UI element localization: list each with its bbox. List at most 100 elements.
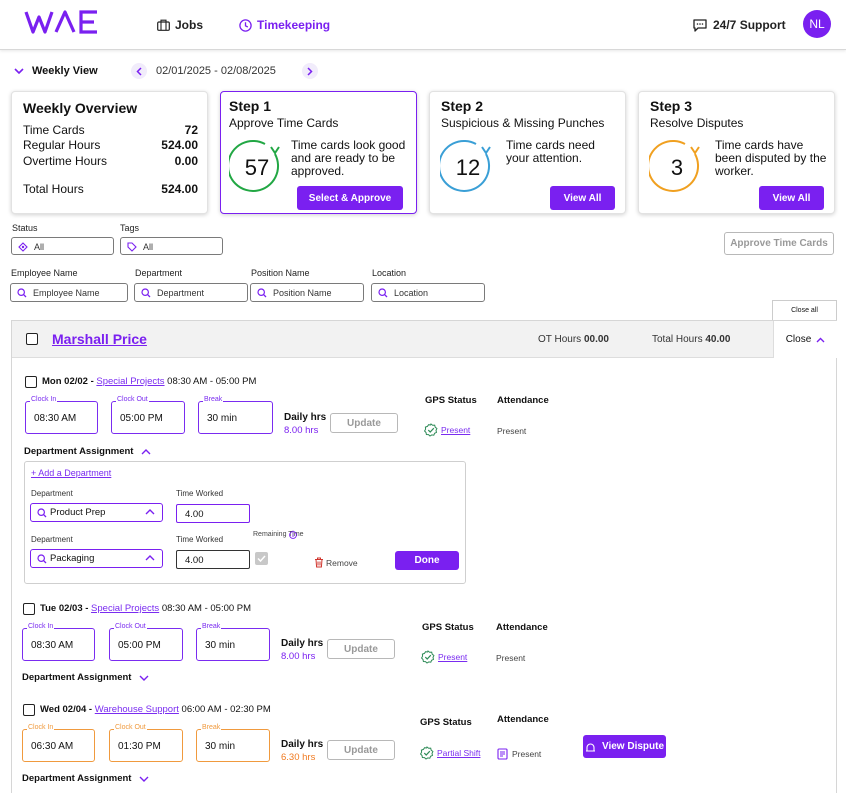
remove-department-button[interactable]: Remove	[314, 557, 358, 568]
day-header-tue: Tue 02/03 - Special Projects 08:30 AM - …	[40, 603, 252, 614]
status-select[interactable]: All	[11, 237, 114, 255]
chevron-down-icon	[139, 776, 149, 782]
close-all-button[interactable]: Close all	[772, 300, 837, 320]
clock-out-field[interactable]: Clock Out 05:00 PM	[109, 623, 183, 661]
chevron-up-icon	[141, 448, 151, 455]
weekly-view-dropdown[interactable]: Weekly View	[14, 65, 98, 77]
step3-subtitle: Resolve Disputes	[650, 116, 744, 130]
employee-header	[12, 321, 836, 358]
dept-label-1: Department	[31, 489, 73, 498]
nav-jobs[interactable]: Jobs	[157, 17, 203, 33]
clock-in-field[interactable]: Clock In 06:30 AM	[22, 724, 95, 762]
day-checkbox-mon[interactable]	[25, 376, 37, 388]
clock-in-field[interactable]: Clock In 08:30 AM	[25, 396, 98, 434]
break-field[interactable]: Break 30 min	[196, 623, 270, 661]
step3-view-all-button[interactable]: View All	[759, 186, 824, 210]
update-button[interactable]: Update	[327, 740, 395, 760]
tags-select[interactable]: All	[120, 237, 223, 255]
day-checkbox-tue[interactable]	[23, 603, 35, 615]
select-approve-button[interactable]: Select & Approve	[297, 186, 403, 210]
employee-name-search[interactable]: Employee Name	[10, 283, 128, 302]
day-header-wed: Wed 02/04 - Warehouse Support 06:00 AM -…	[40, 704, 271, 715]
department-select[interactable]: Product Prep	[30, 503, 163, 522]
support-label: 24/7 Support	[713, 18, 786, 32]
location-search[interactable]: Location	[371, 283, 485, 302]
update-button[interactable]: Update	[330, 413, 398, 433]
logo[interactable]	[24, 8, 102, 36]
overview-row-total: Total Hours 524.00	[23, 182, 198, 196]
attendance-label: Attendance	[497, 714, 549, 725]
day-checkbox-wed[interactable]	[23, 704, 35, 716]
break-field[interactable]: Break 30 min	[196, 724, 270, 762]
next-week-button[interactable]	[302, 63, 318, 79]
step2-view-all-button[interactable]: View All	[550, 186, 615, 210]
avatar[interactable]: NL	[803, 10, 831, 38]
step2-text: Time cards need your attention.	[506, 138, 595, 165]
support-link[interactable]: 24/7 Support	[693, 17, 786, 33]
nav-timekeeping-label: Timekeeping	[257, 18, 331, 32]
close-employee-button[interactable]: Close	[773, 321, 837, 358]
week-range: 02/01/2025 - 02/08/2025	[156, 65, 276, 77]
project-link[interactable]: Warehouse Support	[94, 704, 179, 715]
check-icon	[257, 555, 266, 562]
daily-hrs-value: 6.30 hrs	[281, 752, 316, 763]
step3-card: Step 3 Resolve Disputes 3 Time cards hav…	[638, 91, 835, 214]
chevron-down-icon	[139, 675, 149, 681]
step2-count: 12	[455, 155, 481, 180]
avatar-initials: NL	[809, 17, 825, 31]
attendance-value: Present	[497, 426, 527, 436]
dept-assignment-toggle[interactable]: Department Assignment	[22, 672, 149, 683]
chevron-up-icon	[145, 555, 155, 561]
position-name-label: Position Name	[251, 268, 310, 278]
time-worked-input[interactable]: 4.00	[176, 550, 250, 569]
department-select[interactable]: Packaging	[30, 549, 163, 568]
add-department-link[interactable]: + Add a Department	[31, 468, 112, 478]
employee-name-link[interactable]: Marshall Price	[52, 331, 147, 347]
clock-out-field[interactable]: Clock Out 05:00 PM	[111, 396, 185, 434]
chevron-up-icon	[145, 509, 155, 515]
briefcase-icon	[157, 19, 170, 31]
project-link[interactable]: Special Projects	[91, 603, 160, 614]
weekly-overview-card: Weekly Overview Time Cards 72 Regular Hou…	[11, 91, 208, 214]
alarm-icon	[585, 742, 596, 752]
step1-text: Time cards look good and are ready to be…	[291, 138, 406, 178]
update-button[interactable]: Update	[327, 639, 395, 659]
chevron-left-icon	[136, 66, 142, 76]
search-icon	[141, 288, 151, 298]
employee-checkbox[interactable]	[26, 333, 38, 345]
step3-text: Time cards have been disputed by the wor…	[715, 138, 827, 178]
step2-progress-ring: 12	[440, 139, 496, 195]
approve-time-cards-button[interactable]: Approve Time Cards	[724, 232, 834, 255]
step1-progress-ring: 57	[229, 139, 285, 195]
attendance-value: Present	[496, 653, 526, 663]
employee-name-label: Employee Name	[11, 268, 78, 278]
attendance-label: Attendance	[496, 622, 548, 633]
clock-in-field[interactable]: Clock In 08:30 AM	[22, 623, 95, 661]
view-dispute-button[interactable]: View Dispute	[583, 735, 666, 758]
daily-hrs-label: Daily hrs	[281, 638, 324, 649]
ot-hours: OT Hours 00.00	[538, 334, 609, 345]
search-icon	[37, 554, 47, 564]
top-nav: Jobs Timekeeping 24/7 Support NL	[0, 0, 846, 50]
project-link[interactable]: Special Projects	[96, 376, 165, 387]
nav-timekeeping[interactable]: Timekeeping	[239, 17, 330, 33]
tags-label: Tags	[120, 223, 140, 233]
gps-status-partial[interactable]: Partial Shift	[420, 746, 480, 760]
chevron-up-icon	[816, 337, 825, 343]
dept-assignment-toggle[interactable]: Department Assignment	[22, 773, 149, 784]
step1-card: Step 1 Approve Time Cards 57 Time cards …	[220, 91, 417, 214]
done-button[interactable]: Done	[395, 551, 459, 570]
gps-status-present[interactable]: Present	[424, 423, 470, 437]
position-name-search[interactable]: Position Name	[250, 283, 364, 302]
dept-label-2: Department	[31, 535, 73, 544]
overview-title: Weekly Overview	[23, 100, 138, 116]
department-search[interactable]: Department	[134, 283, 248, 302]
time-worked-label-1: Time Worked	[176, 489, 224, 498]
prev-week-button[interactable]	[131, 63, 147, 79]
remaining-time-checkbox[interactable]	[255, 552, 268, 565]
break-field[interactable]: Break 30 min	[198, 396, 273, 434]
dept-assignment-toggle[interactable]: Department Assignment	[24, 446, 151, 457]
time-worked-input[interactable]: 4.00	[176, 504, 250, 523]
clock-out-field[interactable]: Clock Out 01:30 PM	[109, 724, 183, 762]
gps-status-present[interactable]: Present	[421, 650, 467, 664]
